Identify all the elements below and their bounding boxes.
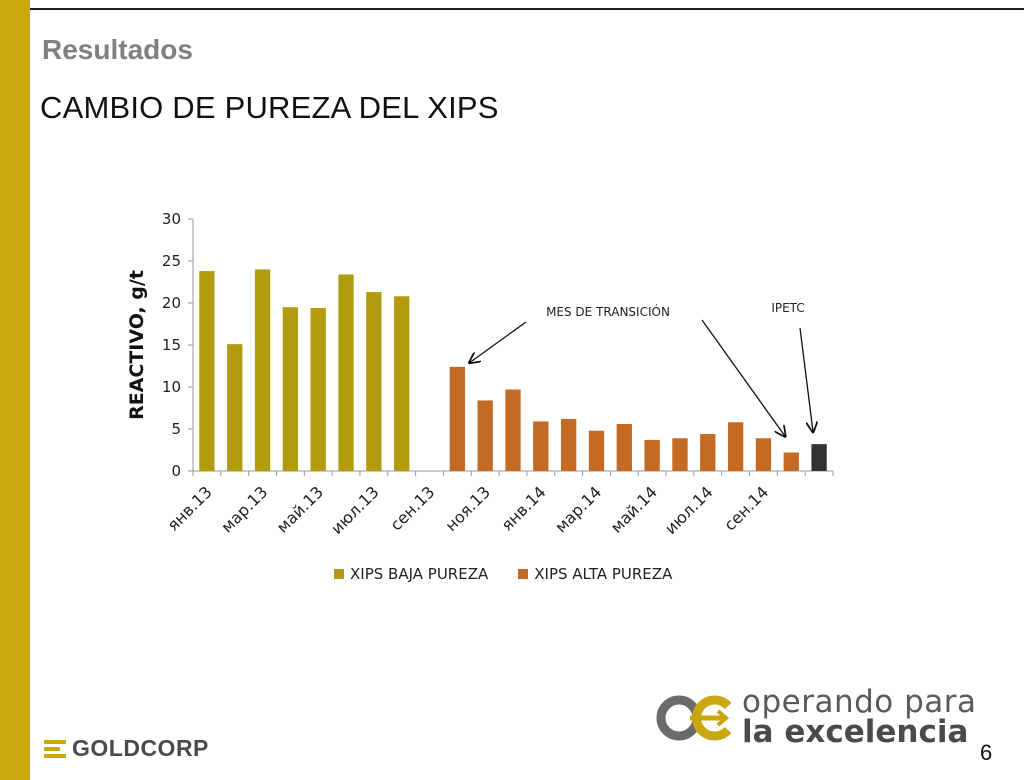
- bar-baja-pureza: [310, 308, 326, 471]
- oe-emblem-icon: [656, 695, 732, 741]
- annotation-ipetc: IPETC: [771, 301, 804, 315]
- bar-alta-pureza: [588, 430, 605, 471]
- goldcorp-wordmark: GOLDCORP: [72, 735, 209, 761]
- bar-baja-pureza: [394, 296, 410, 471]
- chart-legend: XIPS BAJA PUREZA XIPS ALTA PUREZA: [334, 565, 672, 583]
- bar-alta-pureza: [505, 389, 521, 471]
- bar-alta-pureza: [533, 421, 549, 471]
- x-tick-label: июл.13: [327, 482, 383, 538]
- y-tick-label: 0: [171, 462, 181, 480]
- bar-alta-pureza: [561, 418, 577, 471]
- y-tick-label: 10: [162, 378, 181, 396]
- slide-title: CAMBIO DE PUREZA DEL XIPS: [40, 90, 499, 125]
- bar-baja-pureza: [199, 271, 215, 471]
- bar-baja-pureza: [282, 307, 299, 471]
- x-tick-label: ноя.13: [441, 482, 494, 535]
- y-axis-label: REACTIVO, g/t: [126, 270, 148, 420]
- page-number: 6: [980, 740, 993, 765]
- goldcorp-mark-icon: [44, 739, 66, 758]
- y-tick-label: 15: [162, 336, 181, 354]
- bar-alta-pureza: [700, 434, 716, 471]
- bar-baja-pureza: [366, 292, 382, 471]
- x-tick-label: июл.14: [661, 482, 717, 538]
- legend-label-alta: XIPS ALTA PUREZA: [534, 565, 673, 583]
- y-tick-label: 30: [162, 210, 181, 228]
- top-divider: [30, 8, 1024, 10]
- legend-label-baja: XIPS BAJA PUREZA: [350, 565, 489, 583]
- bar-alta-pureza: [616, 423, 632, 471]
- arrow-transicion-end: [701, 319, 785, 437]
- x-tick-label: янв.13: [163, 482, 215, 534]
- bar-ipetc: [811, 444, 827, 471]
- bar-alta-pureza: [755, 438, 772, 471]
- legend-swatch-baja: [334, 569, 344, 579]
- arrow-ipetc: [799, 327, 813, 432]
- bar-baja-pureza: [227, 344, 243, 471]
- x-tick-label: мар.14: [551, 482, 605, 536]
- x-tick-label: май.13: [273, 482, 327, 536]
- bar-baja-pureza: [254, 269, 271, 471]
- x-tick-label: май.14: [607, 482, 661, 536]
- side-accent-bar: [0, 0, 30, 780]
- goldcorp-logo: GOLDCORP: [44, 735, 209, 762]
- x-tick-label: мар.13: [217, 482, 271, 536]
- x-tick-label: янв.14: [497, 482, 549, 534]
- y-tick-label: 25: [162, 252, 181, 270]
- operando-line1: operando para: [742, 684, 977, 720]
- bar-alta-pureza: [783, 452, 799, 471]
- bar-alta-pureza: [672, 438, 688, 471]
- y-tick-label: 5: [171, 420, 181, 438]
- arrow-transicion: [469, 321, 527, 363]
- bar-baja-pureza: [338, 274, 354, 471]
- y-tick-label: 20: [162, 294, 181, 312]
- legend-item-baja: XIPS BAJA PUREZA: [334, 565, 488, 583]
- legend-swatch-alta: [518, 569, 529, 579]
- bar-alta-pureza: [727, 422, 744, 471]
- annotation-mes-transicion: MES DE TRANSICIÓN: [546, 304, 670, 319]
- bar-alta-pureza: [644, 439, 660, 471]
- operando-line2: la excelencia: [742, 714, 969, 750]
- x-tick-label: сен.14: [720, 482, 772, 534]
- operando-logo: operando para la excelencia: [654, 684, 984, 754]
- x-tick-label: сен.13: [386, 482, 438, 534]
- bar-alta-pureza: [449, 366, 465, 471]
- bar-alta-pureza: [477, 400, 493, 471]
- legend-item-alta: XIPS ALTA PUREZA: [518, 565, 672, 583]
- section-title: Resultados: [42, 34, 193, 65]
